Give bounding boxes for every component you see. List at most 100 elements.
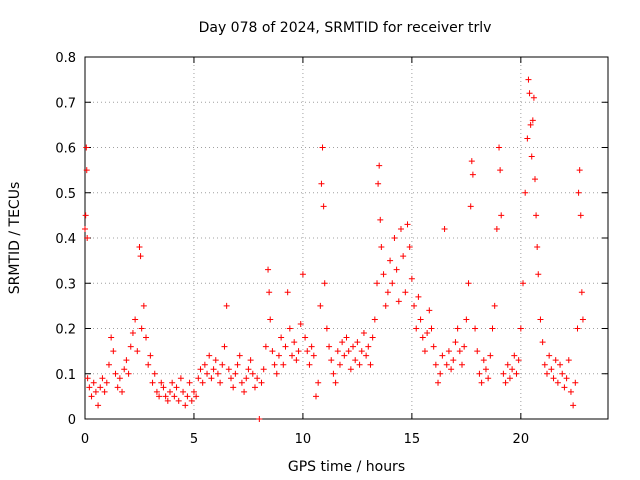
data-point (127, 343, 134, 350)
data-point (539, 339, 546, 346)
data-point (397, 225, 404, 232)
data-point (517, 325, 524, 332)
data-point (83, 144, 90, 151)
x-tick-label: 20 (513, 432, 530, 447)
data-point (153, 388, 160, 395)
x-tick-label: 15 (404, 432, 421, 447)
data-point (458, 361, 465, 368)
data-point (317, 302, 324, 309)
data-point (149, 379, 156, 386)
data-point (206, 352, 213, 359)
data-point (341, 352, 348, 359)
data-point (228, 375, 235, 382)
data-point (450, 357, 457, 364)
data-point (367, 361, 374, 368)
y-tick-label: 0.1 (55, 368, 76, 383)
data-point (345, 348, 352, 355)
data-point (136, 244, 143, 251)
data-point (354, 339, 361, 346)
data-point (186, 379, 193, 386)
data-point (326, 343, 333, 350)
data-point (437, 370, 444, 377)
data-point (377, 216, 384, 223)
data-point (522, 189, 529, 196)
data-point (310, 352, 317, 359)
data-point (208, 375, 215, 382)
data-point (151, 370, 158, 377)
data-point (275, 352, 282, 359)
data-point (182, 402, 189, 409)
data-point (543, 370, 550, 377)
data-point (515, 357, 522, 364)
data-point (491, 302, 498, 309)
data-point (199, 379, 206, 386)
data-point (193, 393, 200, 400)
data-point (334, 348, 341, 355)
data-point (134, 348, 141, 355)
data-point (273, 370, 280, 377)
data-point (524, 135, 531, 142)
data-point (308, 343, 315, 350)
data-point (258, 379, 265, 386)
data-point (132, 316, 139, 323)
axis-ticks: 0 0.1 0.2 0.3 0.4 0.5 0.6 0.7 0.8 0 5 10 15 20 (55, 51, 608, 447)
data-point (552, 357, 559, 364)
data-point (112, 370, 119, 377)
data-point (83, 167, 90, 174)
data-point (214, 370, 221, 377)
data-point (387, 257, 394, 264)
data-point (534, 244, 541, 251)
data-point (456, 348, 463, 355)
data-point (356, 361, 363, 368)
data-point (380, 271, 387, 278)
y-tick-label: 0 (68, 413, 76, 428)
data-point (435, 379, 442, 386)
x-tick-label: 0 (81, 432, 89, 447)
data-point (565, 357, 572, 364)
data-point (299, 271, 306, 278)
data-point (563, 375, 570, 382)
data-point (550, 375, 557, 382)
data-point (487, 352, 494, 359)
data-point (180, 388, 187, 395)
data-point (400, 253, 407, 260)
data-point (443, 361, 450, 368)
data-point (266, 289, 273, 296)
data-point (406, 244, 413, 251)
data-point (156, 393, 163, 400)
data-point (476, 370, 483, 377)
data-point (86, 384, 93, 391)
data-point (232, 370, 239, 377)
data-point (256, 416, 263, 422)
data-point (99, 375, 106, 382)
data-point (262, 343, 269, 350)
data-point (315, 379, 322, 386)
data-point (463, 316, 470, 323)
y-tick-label: 0.6 (55, 142, 76, 157)
data-point (101, 388, 108, 395)
data-point (184, 393, 191, 400)
data-point (160, 384, 167, 391)
y-axis-label: SRMTID / TECUs (7, 182, 23, 295)
data-point (426, 307, 433, 314)
data-point (105, 361, 112, 368)
data-point (221, 343, 228, 350)
data-point (474, 348, 481, 355)
data-point (369, 334, 376, 341)
data-point (461, 343, 468, 350)
data-point (347, 366, 354, 373)
data-point (88, 393, 95, 400)
data-point (402, 289, 409, 296)
data-point (472, 325, 479, 332)
data-point (95, 402, 102, 409)
data-point (500, 370, 507, 377)
data-point (302, 334, 309, 341)
x-axis-label: GPS time / hours (288, 459, 405, 475)
data-point (376, 162, 383, 169)
data-point (504, 361, 511, 368)
data-point (559, 370, 566, 377)
data-point (306, 361, 313, 368)
data-point (467, 203, 474, 210)
data-point (485, 375, 492, 382)
